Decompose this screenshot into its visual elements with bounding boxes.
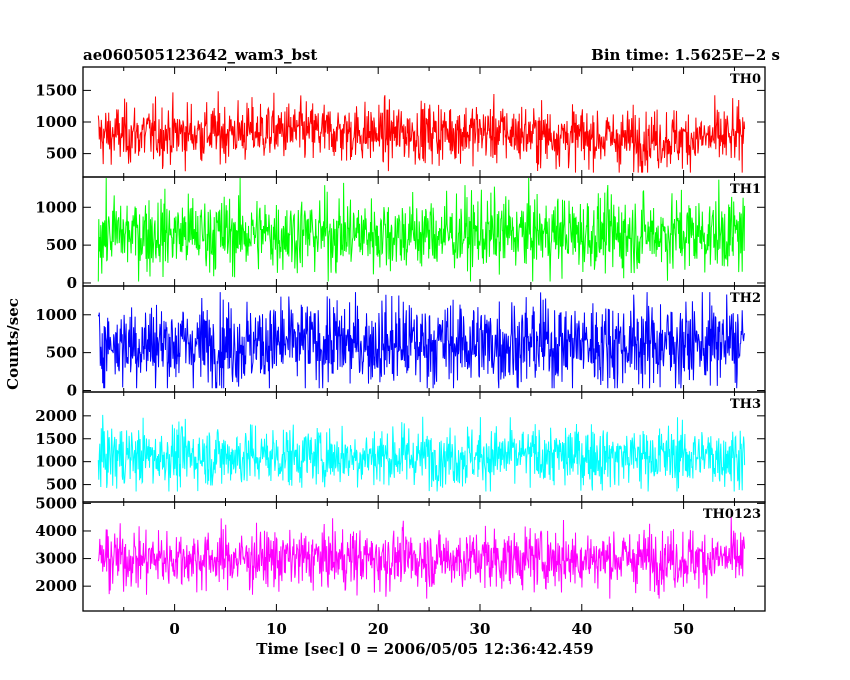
bin-time-label: Bin time: 1.5625E−2 s [591,46,780,64]
y-tick-label: 1000 [35,198,77,216]
y-tick-label: 1000 [35,113,77,131]
y-tick-label: 500 [46,145,77,163]
panel-frame [82,501,766,612]
x-tick-label: 20 [368,620,389,638]
y-tick-label: 4000 [35,522,77,540]
panel-th1: 0 500 1000 TH1 [35,176,766,292]
series-th0123-line [97,516,746,599]
y-tick-label: 2000 [35,407,77,425]
y-tick-label: 500 [46,476,77,494]
y-tick-label: 1500 [35,430,77,448]
y-tick-label: 500 [46,236,77,254]
x-tick-label: 30 [470,620,491,638]
y-tick-label: 2000 [35,577,77,595]
panel-label-th1: TH1 [730,182,761,197]
panel-label-th0123: TH0123 [703,507,761,522]
y-tick-label: 1500 [35,81,77,99]
series-th3-line [97,414,746,492]
y-tick-label: 500 [46,344,77,362]
y-tick-label: 1000 [35,453,77,471]
chart-title: ae060505123642_wam3_bst [83,46,317,64]
x-tick-label: 10 [266,620,287,638]
y-tick-label: 1000 [35,306,77,324]
panel-th2: 0 500 1000 TH2 [35,285,766,399]
x-tick-label: 40 [571,620,592,638]
series-th1-line [97,177,746,282]
y-axis-label: Counts/sec [4,298,22,390]
panel-th3: 500 1000 1500 2000 TH3 [35,391,766,503]
panel-th0: 500 1000 1500 TH0 [35,66,766,178]
x-axis-label: Time [sec] 0 = 2006/05/05 12:36:42.459 [256,640,593,658]
x-axis-tick-labels: 0 10 20 30 40 50 [169,620,694,638]
y-tick-label: 0 [67,381,77,399]
y-tick-label: 3000 [35,550,77,568]
panel-label-th3: TH3 [730,397,761,412]
panel-label-th0: TH0 [730,72,761,87]
x-tick-label: 0 [169,620,179,638]
y-tick-label: 5000 [35,494,77,512]
x-tick-label: 50 [673,620,694,638]
series-th2-line [97,292,746,389]
panel-label-th2: TH2 [730,291,761,306]
panels-group: 500 1000 1500 TH0 0 500 1000 TH1 0 500 1000 TH2 500 1… [35,66,766,612]
panel-th0123: 2000 3000 4000 5000 TH0123 [35,494,766,612]
series-th0-line [97,91,746,173]
y-tick-label: 0 [67,274,77,292]
